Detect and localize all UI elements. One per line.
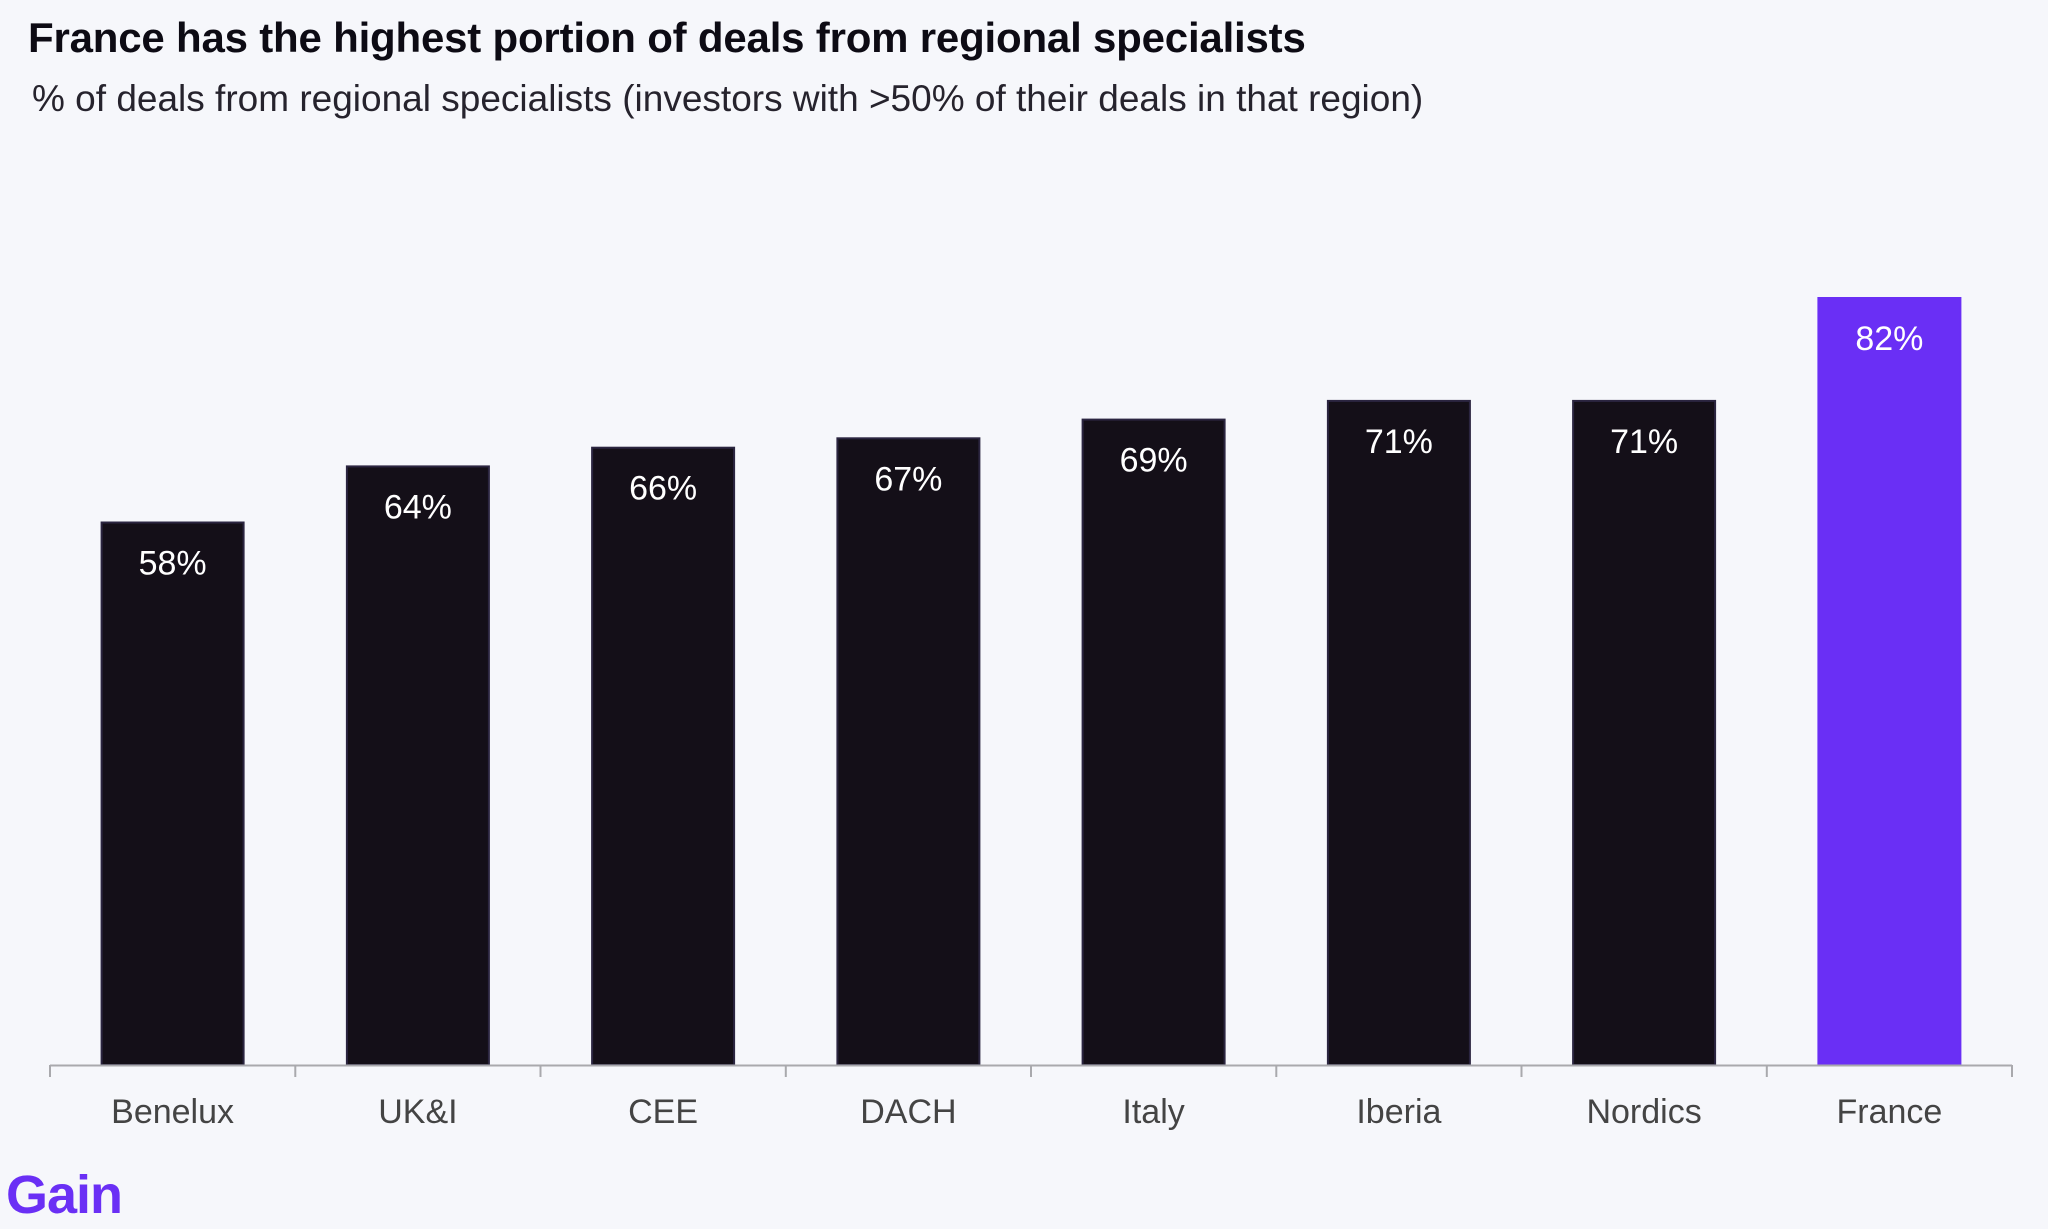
- bar-iberia: [1326, 399, 1471, 1066]
- bar-italy: [1081, 418, 1226, 1067]
- data-label: 71%: [1365, 423, 1433, 461]
- x-tick-label: CEE: [628, 1093, 698, 1131]
- data-label: 69%: [1120, 442, 1188, 480]
- chart-subtitle: % of deals from regional specialists (in…: [32, 78, 1424, 119]
- data-label: 66%: [629, 470, 697, 508]
- data-label: 82%: [1855, 320, 1923, 358]
- data-label: 67%: [874, 460, 942, 498]
- x-tick-label: France: [1836, 1093, 1942, 1131]
- x-tick-label: Iberia: [1356, 1093, 1441, 1131]
- bar-uk-i: [345, 465, 490, 1066]
- x-tick-label: DACH: [860, 1093, 956, 1131]
- bar-benelux: [100, 521, 245, 1066]
- bar-cee: [591, 446, 736, 1066]
- data-label: 71%: [1610, 423, 1678, 461]
- bar-nordics: [1572, 399, 1717, 1066]
- bar-dach: [836, 437, 981, 1066]
- x-tick-label: Nordics: [1586, 1093, 1701, 1131]
- bar-france: [1817, 297, 1962, 1066]
- data-label: 58%: [139, 545, 207, 583]
- chart-title: France has the highest portion of deals …: [28, 14, 1306, 61]
- gain-logo: Gain: [6, 1165, 123, 1225]
- x-tick-label: Benelux: [111, 1093, 234, 1131]
- data-label: 64%: [384, 488, 452, 526]
- x-tick-label: Italy: [1122, 1093, 1184, 1131]
- x-tick-label: UK&I: [378, 1093, 457, 1131]
